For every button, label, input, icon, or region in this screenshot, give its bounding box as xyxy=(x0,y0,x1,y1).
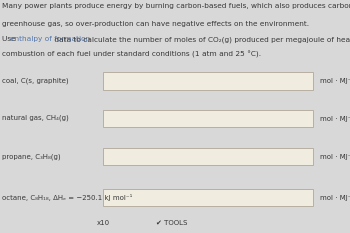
Text: x10: x10 xyxy=(97,219,110,226)
Text: mol · MJ⁻¹: mol · MJ⁻¹ xyxy=(320,115,350,122)
Text: mol · MJ⁻¹: mol · MJ⁻¹ xyxy=(320,194,350,201)
Text: natural gas, CH₄(g): natural gas, CH₄(g) xyxy=(2,115,69,121)
Text: Use: Use xyxy=(2,36,18,42)
Text: octane, C₈H₁₈, ΔHₑ = −250.1 kJ mol⁻¹: octane, C₈H₁₈, ΔHₑ = −250.1 kJ mol⁻¹ xyxy=(2,194,132,201)
Text: enthalpy of formation: enthalpy of formation xyxy=(10,36,90,42)
Text: mol · MJ⁻¹: mol · MJ⁻¹ xyxy=(320,77,350,85)
Text: data to calculate the number of moles of CO₂(g) produced per megajoule of heat r: data to calculate the number of moles of… xyxy=(52,36,350,43)
Bar xyxy=(103,72,313,90)
Text: combustion of each fuel under standard conditions (1 atm and 25 °C).: combustion of each fuel under standard c… xyxy=(2,51,261,58)
Text: propane, C₃H₈(g): propane, C₃H₈(g) xyxy=(2,154,60,160)
Text: Many power plants produce energy by burning carbon-based fuels, which also produ: Many power plants produce energy by burn… xyxy=(2,3,350,10)
Text: coal, C(s, graphite): coal, C(s, graphite) xyxy=(2,78,68,84)
Text: ✔ TOOLS: ✔ TOOLS xyxy=(156,219,187,226)
Bar xyxy=(103,148,313,165)
Text: mol · MJ⁻¹: mol · MJ⁻¹ xyxy=(320,153,350,160)
Bar xyxy=(103,189,313,206)
Bar xyxy=(103,110,313,127)
Text: greenhouse gas, so over-production can have negative effects on the environment.: greenhouse gas, so over-production can h… xyxy=(2,21,309,27)
